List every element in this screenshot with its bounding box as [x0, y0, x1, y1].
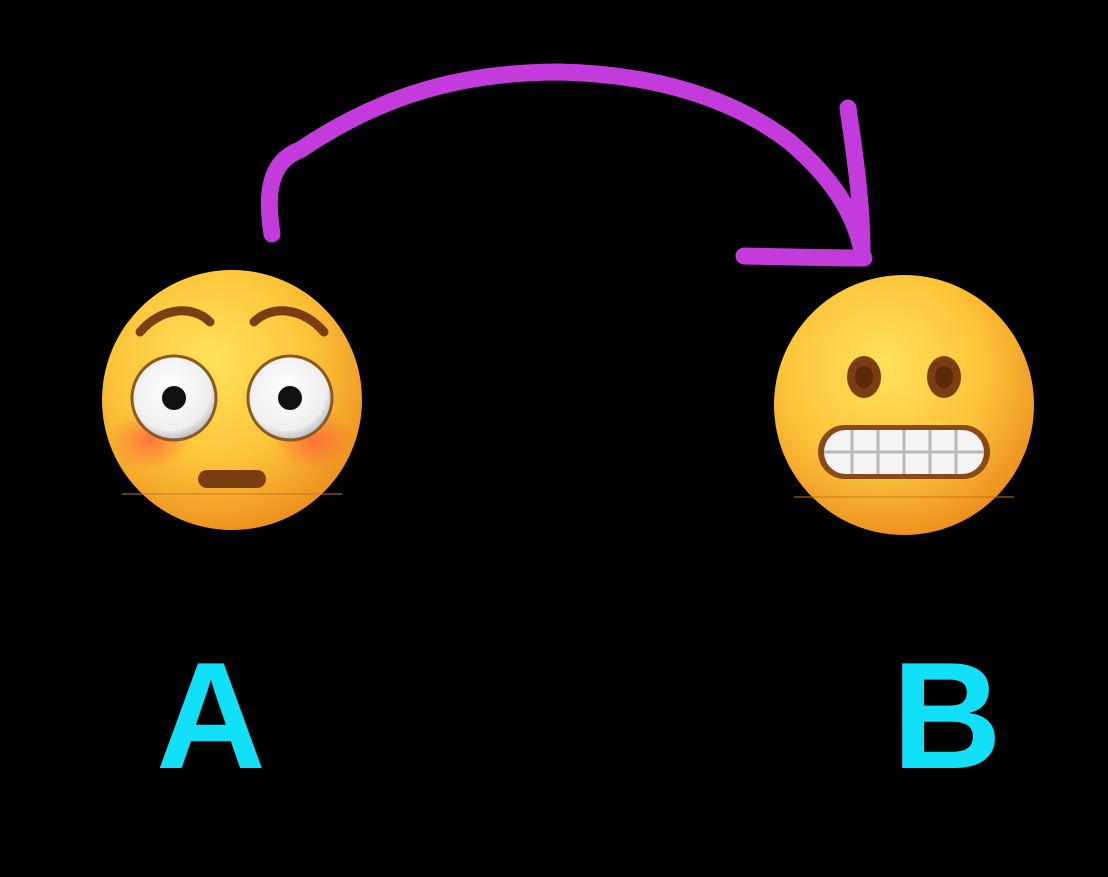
node-label-b: B — [892, 631, 1002, 801]
node-label-a: A — [156, 631, 266, 801]
arrow-head-horizontal — [735, 247, 873, 267]
arrow-head-vertical — [839, 99, 871, 261]
flushed-face-icon — [102, 270, 362, 530]
arrow-curve — [260, 63, 871, 261]
grimacing-face-icon — [774, 275, 1034, 535]
arrow-a-to-b — [260, 63, 873, 267]
